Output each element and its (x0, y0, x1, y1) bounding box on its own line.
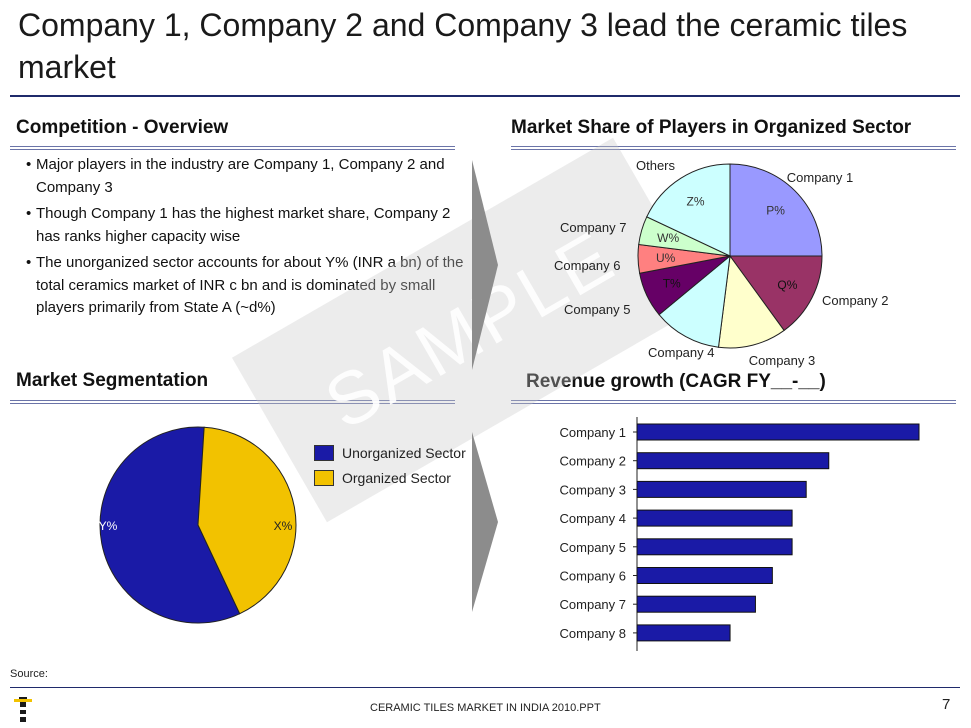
category-tick-label: Company 8 (560, 626, 626, 641)
category-tick-label: Company 1 (560, 425, 626, 440)
revenue-rule-2 (511, 403, 956, 404)
bar (636, 423, 920, 441)
footer-filename: CERAMIC TILES MARKET IN INDIA 2010.PPT (370, 702, 601, 714)
source-label: Source: (10, 668, 48, 680)
market-share-pie-chart: P% Company 1 Q% Company 2 Company 3 Company 4… (554, 158, 888, 368)
bar (636, 452, 830, 470)
bar (636, 595, 756, 613)
category-tick-label: Company 7 (560, 597, 626, 612)
legend-label: Organized Sector (342, 469, 451, 486)
legend-swatch (314, 469, 334, 486)
bar (636, 509, 793, 527)
segmentation-legend: Unorganized Sector Organized Sector (314, 440, 466, 490)
segmentation-heading: Market Segmentation (16, 370, 209, 391)
chevron-arrow-icon (472, 432, 498, 612)
slice-value-label: T% (663, 276, 681, 290)
slice-category-label: Company 7 (560, 220, 626, 235)
bar (636, 538, 793, 556)
legend-item: Organized Sector (314, 465, 466, 490)
category-tick-label: Company 2 (560, 454, 626, 469)
slice-value-label: X% (274, 519, 293, 533)
title-rule (10, 95, 960, 97)
slice-category-label: Others (636, 158, 676, 173)
category-tick-label: Company 3 (560, 482, 626, 497)
slice-value-label: Y% (99, 519, 118, 533)
legend-item: Unorganized Sector (314, 440, 466, 465)
footer-rule (10, 687, 960, 688)
revenue-bar-chart: Company 1 Company 2 Company 3 Company 4 Comp… (560, 417, 920, 651)
competition-rule-2 (10, 149, 455, 150)
slice-category-label: Company 1 (787, 170, 853, 185)
revenue-rule (511, 400, 956, 401)
chevron-arrow-icon (472, 160, 498, 370)
bullet-item: Though Company 1 has the highest market … (26, 203, 466, 248)
slice-category-label: Company 2 (822, 293, 888, 308)
pie-slice (646, 163, 731, 257)
bar (636, 624, 731, 642)
category-tick-label: Company 5 (560, 540, 626, 555)
competition-rule (10, 146, 455, 147)
category-tick-label: Company 6 (560, 569, 626, 584)
slice-value-label: U% (656, 251, 676, 265)
pie-slice (197, 426, 297, 615)
pie-slice (99, 426, 241, 624)
pie-slice (658, 254, 731, 348)
competition-bullets: Major players in the industry are Compan… (26, 154, 466, 324)
market-share-rule-2 (511, 149, 956, 150)
category-tick-label: Company 4 (560, 511, 626, 526)
slice-value-label: Z% (686, 195, 704, 209)
slice-category-label: Company 5 (564, 302, 630, 317)
slice-value-label: P% (766, 203, 785, 217)
segmentation-rule-2 (10, 403, 455, 404)
bullet-item: The unorganized sector accounts for abou… (26, 252, 466, 320)
lighthouse-logo-icon (14, 697, 32, 722)
bar (636, 567, 773, 584)
segmentation-rule (10, 400, 455, 401)
page-number: 7 (942, 696, 951, 713)
legend-label: Unorganized Sector (342, 444, 466, 461)
pie-slice (729, 255, 823, 332)
competition-heading: Competition - Overview (16, 117, 229, 138)
market-share-rule (511, 146, 956, 147)
bullet-item: Major players in the industry are Compan… (26, 154, 466, 199)
slice-category-label: Company 4 (648, 345, 714, 360)
slice-category-label: Company 6 (554, 258, 620, 273)
revenue-heading: Revenue growth (CAGR FY__-__) (526, 371, 826, 392)
pie-slice (717, 254, 785, 349)
slice-value-label: Q% (777, 278, 797, 292)
pie-slice (729, 163, 823, 257)
slide-title: Company 1, Company 2 and Company 3 lead … (18, 7, 908, 85)
segmentation-pie-chart: Y% X% (99, 426, 297, 624)
legend-swatch (314, 444, 334, 461)
bar (636, 480, 807, 498)
slice-value-label: W% (657, 231, 679, 245)
slice-category-label: Company 3 (749, 353, 815, 368)
market-share-heading: Market Share of Players in Organized Sec… (511, 117, 912, 138)
